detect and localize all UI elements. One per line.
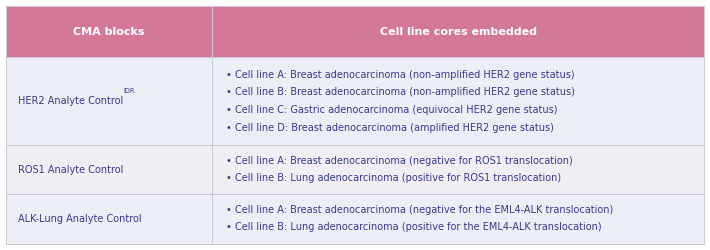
Text: IDR: IDR <box>124 88 135 94</box>
Text: • Cell line B: Lung adenocarcinoma (positive for ROS1 translocation): • Cell line B: Lung adenocarcinoma (posi… <box>226 173 561 183</box>
Bar <box>6 6 704 57</box>
Bar <box>6 57 704 145</box>
Text: ROS1 Analyte Control: ROS1 Analyte Control <box>18 164 124 174</box>
Text: • Cell line A: Breast adenocarcinoma (negative for ROS1 translocation): • Cell line A: Breast adenocarcinoma (ne… <box>226 156 573 166</box>
Text: • Cell line C: Gastric adenocarcinoma (equivocal HER2 gene status): • Cell line C: Gastric adenocarcinoma (e… <box>226 105 557 115</box>
Text: • Cell line B: Breast adenocarcinoma (non-amplified HER2 gene status): • Cell line B: Breast adenocarcinoma (no… <box>226 88 575 98</box>
Text: • Cell line B: Lung adenocarcinoma (positive for the EML4-ALK translocation): • Cell line B: Lung adenocarcinoma (posi… <box>226 222 601 232</box>
Text: ALK-Lung Analyte Control: ALK-Lung Analyte Control <box>18 214 142 224</box>
Bar <box>6 194 704 244</box>
Bar <box>6 145 704 194</box>
Text: • Cell line A: Breast adenocarcinoma (negative for the EML4-ALK translocation): • Cell line A: Breast adenocarcinoma (ne… <box>226 206 613 216</box>
Text: • Cell line A: Breast adenocarcinoma (non-amplified HER2 gene status): • Cell line A: Breast adenocarcinoma (no… <box>226 70 574 80</box>
Text: • Cell line D: Breast adenocarcinoma (amplified HER2 gene status): • Cell line D: Breast adenocarcinoma (am… <box>226 122 554 132</box>
Text: Cell line cores embedded: Cell line cores embedded <box>380 27 537 37</box>
Text: HER2 Analyte Control: HER2 Analyte Control <box>18 96 124 106</box>
Text: CMA blocks: CMA blocks <box>73 27 144 37</box>
